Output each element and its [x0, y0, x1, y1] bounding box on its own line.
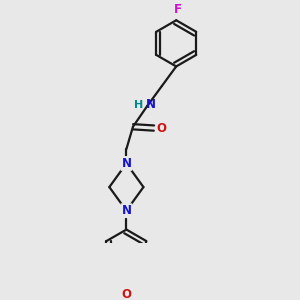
Text: O: O: [122, 287, 131, 300]
Text: H: H: [134, 100, 143, 110]
Text: O: O: [157, 122, 166, 135]
Text: F: F: [173, 3, 181, 16]
Text: N: N: [146, 98, 156, 111]
Text: N: N: [122, 157, 131, 170]
Text: N: N: [122, 204, 131, 217]
